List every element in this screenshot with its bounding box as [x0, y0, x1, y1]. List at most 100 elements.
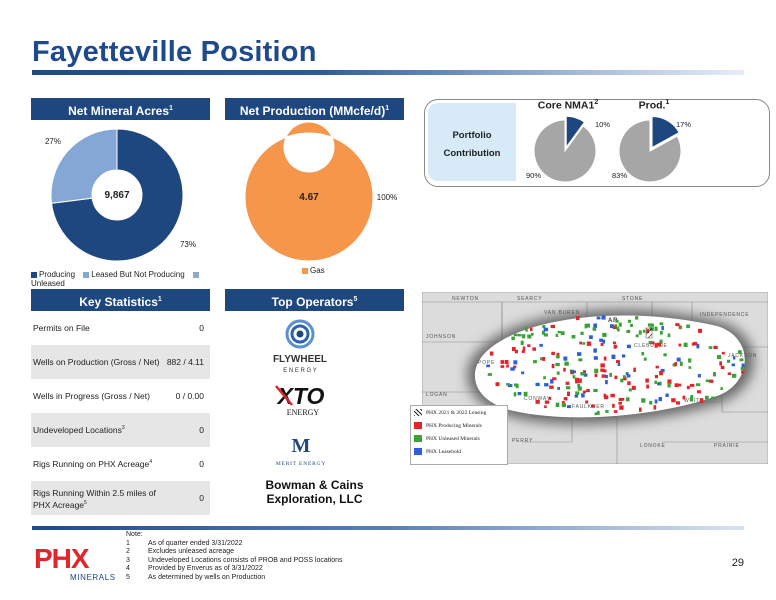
map-tract-unleased: [731, 373, 737, 378]
map-tract-unleased: [594, 412, 598, 416]
map-tract-unleased: [527, 334, 532, 339]
legend-leased: Leased But Not Producing: [83, 270, 185, 279]
map-tract-producing: [686, 385, 690, 390]
county-prairie: PRAIRIE: [714, 443, 740, 449]
map-tract-unleased: [561, 403, 566, 408]
map-tract-producing: [586, 389, 590, 393]
map-tract-leasehold: [602, 339, 606, 344]
map-tract-leasehold: [517, 392, 522, 396]
map-tract-producing: [563, 397, 568, 401]
map-tract-unleased: [564, 361, 569, 366]
map-tract-producing: [601, 374, 606, 378]
county-white: WHITE: [684, 398, 704, 404]
map-legend-producing: PHX Producing Minerals: [411, 419, 507, 432]
map-tract-producing: [654, 375, 658, 379]
map-tract-producing: [655, 365, 659, 369]
map-tract-unleased: [543, 376, 546, 380]
map-tract-producing: [521, 350, 525, 353]
map-tract-producing: [549, 385, 554, 389]
map-tract-unleased: [517, 333, 522, 337]
map-tract-leasehold: [571, 370, 576, 373]
map-tract-leasehold: [507, 384, 513, 388]
map-tract-producing: [675, 323, 680, 326]
prod-phx-pct: 17%: [676, 120, 691, 129]
producing-pct-label: 73%: [180, 240, 196, 249]
map-tract-producing: [550, 324, 555, 329]
map-tract-producing: [682, 395, 686, 400]
map-tract-leasehold: [599, 338, 603, 342]
map-tract-unleased: [556, 371, 560, 375]
map-tract-producing: [653, 405, 657, 410]
map-tract-producing: [618, 397, 622, 401]
logo-text: PHX: [34, 543, 90, 574]
map-tract-producing: [532, 347, 536, 351]
footnote-5: 5 As determined by wells on Production: [126, 573, 266, 581]
net-production-donut: 4.67 100%: [244, 122, 397, 262]
map-tract-unleased: [738, 350, 742, 355]
map-tract-unleased: [625, 397, 630, 402]
map-tract-unleased: [708, 346, 713, 349]
title-underline: [32, 70, 744, 75]
map-tract-producing: [489, 351, 494, 356]
map-tract-producing: [579, 378, 582, 383]
map-tract-unleased: [602, 332, 607, 337]
map-tract-leasehold: [486, 364, 490, 368]
county-van-buren: VAN BUREN: [544, 310, 580, 316]
map-tract-producing: [654, 343, 658, 348]
pie-slice-phx: [565, 115, 586, 149]
map-tract-producing: [500, 360, 505, 364]
map-tract-producing: [720, 365, 725, 370]
merit-name: MERIT ENERGY: [276, 461, 326, 467]
map-tract-unleased: [648, 323, 652, 327]
portfolio-label-line1: Portfolio: [452, 130, 492, 141]
county-lonoke: LONOKE: [640, 443, 666, 449]
county-logan: LOGAN: [426, 392, 448, 398]
net-production-center-value: 4.67: [299, 192, 319, 203]
legend-producing: Producing: [31, 270, 75, 279]
map-tract-unleased: [615, 319, 619, 323]
map-tract-producing: [552, 377, 557, 381]
map-tract-unleased: [688, 366, 692, 369]
map-tract-leasehold: [544, 383, 549, 387]
map-tract-unleased: [627, 319, 631, 323]
map-tract-producing: [674, 362, 677, 367]
map-tract-producing: [619, 405, 624, 410]
map-tract-producing: [633, 367, 636, 372]
map-tract-unleased: [623, 375, 626, 378]
map-tract-producing: [727, 372, 732, 375]
stat-row-permits: Permits on File 0: [33, 323, 204, 333]
map-tract-leasehold: [567, 405, 571, 409]
map-tract-leasehold: [657, 382, 660, 386]
map-tract-unleased: [659, 322, 664, 326]
map-tract-unleased: [679, 325, 683, 330]
map-legend: PHX 2021 & 2022 Leasing PHX Producing Mi…: [410, 405, 508, 465]
map-tract-unleased: [580, 371, 585, 376]
map-tract-unleased: [638, 330, 642, 335]
map-tract-producing: [603, 395, 609, 400]
map-tract-producing: [677, 383, 682, 387]
net-production-legend: Gas: [302, 266, 325, 275]
legend-unleased: Unleased: [31, 270, 201, 288]
map-tract-unleased: [720, 387, 723, 390]
map-tract-producing: [610, 393, 615, 398]
county-stone: STONE: [622, 296, 643, 302]
map-tract-leasehold: [543, 327, 549, 332]
merit-letter: M: [292, 435, 311, 457]
map-tract-producing: [616, 360, 620, 363]
map-tract-unleased: [609, 372, 612, 377]
pie-slice-leased-but-not-producing: [50, 128, 118, 204]
map-tract-producing: [545, 401, 549, 404]
map-tract-unleased: [649, 400, 653, 405]
leased-pct-label: 27%: [45, 137, 61, 146]
pie-slice-phx: [651, 116, 680, 149]
county-conway: CONWAY: [524, 396, 551, 402]
map-tract-producing: [591, 404, 595, 408]
map-tract-leasehold: [596, 316, 601, 320]
map-tract-unleased: [716, 355, 721, 360]
map-tract-unleased: [688, 358, 692, 363]
county-independence: INDEPENDENCE: [700, 312, 749, 318]
map-tract-leasehold: [510, 367, 515, 371]
county-perry: PERRY: [512, 438, 533, 444]
map-tract-unleased: [615, 326, 620, 330]
map-tract-unleased: [705, 395, 709, 400]
